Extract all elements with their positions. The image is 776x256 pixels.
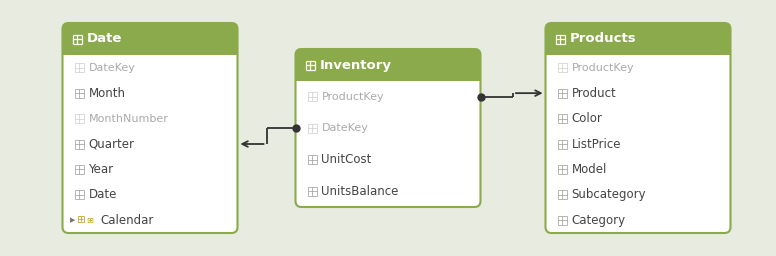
- Text: Color: Color: [571, 112, 602, 125]
- Bar: [546, 29, 730, 55]
- Text: Month: Month: [88, 87, 126, 100]
- Text: ▶: ▶: [70, 217, 74, 223]
- Bar: [296, 55, 480, 81]
- Text: ProductKey: ProductKey: [571, 63, 634, 73]
- FancyBboxPatch shape: [546, 23, 730, 233]
- Text: Inventory: Inventory: [320, 59, 392, 71]
- Text: Date: Date: [86, 33, 122, 46]
- FancyBboxPatch shape: [546, 23, 730, 55]
- Text: DateKey: DateKey: [321, 123, 369, 133]
- FancyBboxPatch shape: [63, 23, 237, 55]
- Text: Calendar: Calendar: [101, 214, 154, 227]
- Text: ListPrice: ListPrice: [571, 137, 621, 151]
- Text: ⊞: ⊞: [86, 216, 93, 225]
- Text: Model: Model: [571, 163, 607, 176]
- Text: Products: Products: [570, 33, 636, 46]
- Bar: [63, 29, 237, 55]
- Text: ⊞: ⊞: [77, 215, 85, 225]
- Text: UnitsBalance: UnitsBalance: [321, 185, 399, 198]
- Text: DateKey: DateKey: [88, 63, 135, 73]
- FancyBboxPatch shape: [63, 23, 237, 233]
- Text: ProductKey: ProductKey: [321, 92, 384, 102]
- Text: Year: Year: [88, 163, 113, 176]
- Text: MonthNumber: MonthNumber: [88, 114, 168, 124]
- Text: Product: Product: [571, 87, 616, 100]
- FancyBboxPatch shape: [296, 49, 480, 207]
- Text: Category: Category: [571, 214, 625, 227]
- Text: Subcategory: Subcategory: [571, 188, 646, 201]
- FancyBboxPatch shape: [296, 49, 480, 81]
- Text: Quarter: Quarter: [88, 137, 134, 151]
- Text: Date: Date: [88, 188, 117, 201]
- Text: UnitCost: UnitCost: [321, 153, 372, 166]
